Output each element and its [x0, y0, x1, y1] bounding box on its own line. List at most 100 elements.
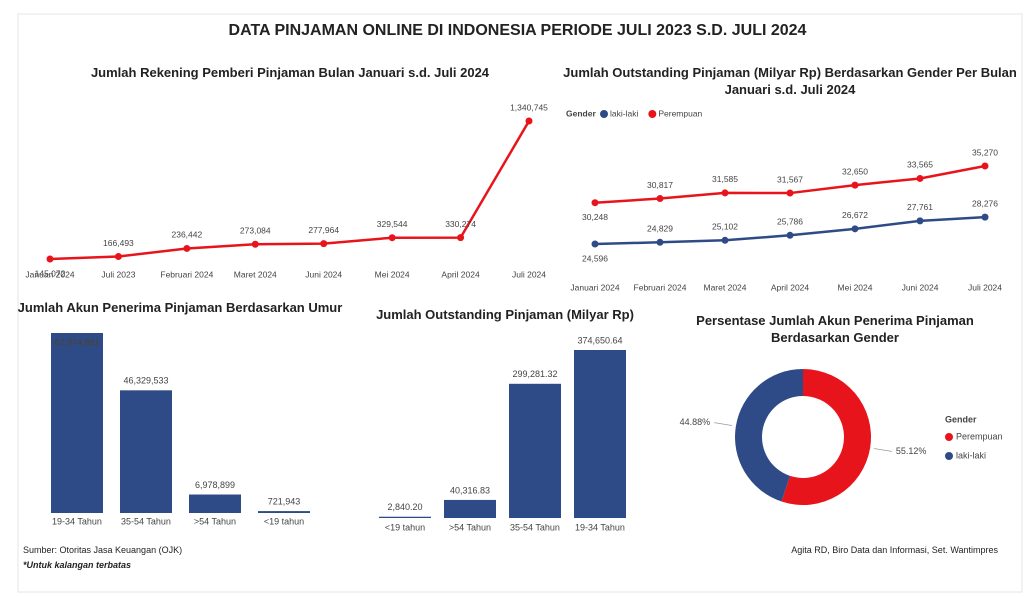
chart-title: Jumlah Outstanding Pinjaman (Milyar Rp) — [376, 307, 634, 322]
point — [251, 240, 259, 248]
value-label: 24,596 — [582, 253, 608, 263]
line — [49, 120, 531, 261]
bar — [189, 494, 241, 513]
value-label: 299,281.32 — [512, 369, 557, 379]
point — [851, 225, 859, 233]
value-label: 145,072 — [35, 268, 66, 278]
legend-marker — [945, 433, 953, 441]
x-tick-label: Juli 2024 — [968, 282, 1002, 292]
chart-title: Jumlah Akun Penerima Pinjaman Berdasarka… — [17, 300, 343, 315]
point — [916, 174, 924, 182]
value-label: 2,840.20 — [387, 502, 422, 512]
x-tick-label: >54 Tahun — [449, 522, 491, 532]
value-label: 31,585 — [712, 174, 738, 184]
point — [46, 255, 54, 263]
chart-title: Jumlah Outstanding Pinjaman (Milyar Rp) … — [563, 65, 1017, 97]
page-title: DATA PINJAMAN ONLINE DI INDONESIA PERIOD… — [228, 22, 807, 39]
point — [457, 234, 465, 242]
x-tick-label: April 2024 — [771, 282, 810, 292]
point — [786, 189, 794, 197]
x-tick-label: Januari 2024 — [570, 282, 619, 292]
value-label: 329,544 — [377, 219, 408, 229]
point — [114, 253, 122, 261]
legend-title: Gender — [945, 414, 977, 424]
donut-slice — [781, 369, 871, 505]
x-tick-label: Februari 2024 — [160, 269, 213, 279]
value-label: 27,761 — [907, 202, 933, 212]
bar — [379, 516, 431, 518]
donut-slice — [735, 369, 803, 502]
value-label: 1,340,745 — [510, 102, 548, 112]
bar — [258, 511, 310, 513]
x-tick-label: 19-34 Tahun — [575, 522, 625, 532]
x-tick-label: 35-54 Tahun — [121, 516, 171, 526]
value-label: 32,650 — [842, 166, 868, 176]
value-label: 55.12% — [896, 446, 927, 456]
frame — [17, 13, 1023, 593]
value-label: 25,786 — [777, 217, 803, 227]
bar — [444, 499, 496, 518]
chart-title: Jumlah Rekening Pemberi Pinjaman Bulan J… — [90, 65, 490, 80]
legend-label: Perempuan — [956, 431, 1003, 441]
x-tick-label: Maret 2024 — [234, 269, 277, 279]
value-label: 31,567 — [777, 174, 803, 184]
point — [525, 117, 533, 125]
value-label: 30,248 — [582, 212, 608, 222]
value-label: 33,565 — [907, 160, 933, 170]
legend-label: Perempuan — [658, 108, 702, 118]
value-label: 277,964 — [308, 225, 339, 235]
value-label: 273,084 — [240, 225, 271, 235]
point — [851, 181, 859, 189]
point — [721, 236, 729, 244]
value-label: 44.88% — [680, 417, 711, 427]
value-label: 30,817 — [647, 180, 673, 190]
point — [656, 238, 664, 246]
point — [981, 162, 989, 170]
x-tick-label: Juli 2024 — [512, 269, 546, 279]
x-tick-label: <19 tahun — [385, 522, 425, 532]
bar — [509, 383, 561, 518]
x-tick-label: Juli 2023 — [101, 269, 135, 279]
x-tick-label: Juni 2024 — [902, 282, 939, 292]
x-tick-label: 19-34 Tahun — [52, 516, 102, 526]
credit: Agita RD, Biro Data dan Informasi, Set. … — [791, 545, 998, 555]
point — [591, 199, 599, 207]
value-label: 374,650.64 — [577, 335, 622, 345]
value-label: 6,978,899 — [195, 480, 235, 490]
point — [916, 217, 924, 225]
value-label: 236,442 — [171, 230, 202, 240]
x-tick-label: Maret 2024 — [704, 282, 747, 292]
bar — [574, 350, 626, 518]
point — [388, 234, 396, 242]
value-label: 40,316.83 — [450, 485, 490, 495]
x-tick-label: Mei 2024 — [838, 282, 873, 292]
legend-marker — [648, 110, 657, 118]
x-tick-label: April 2024 — [441, 269, 480, 279]
legend-title: Gender — [566, 108, 596, 118]
point — [591, 240, 599, 248]
value-label: 330,274 — [445, 219, 476, 229]
x-tick-label: Januari 2024 — [25, 269, 74, 279]
x-tick-label: Februari 2024 — [634, 282, 687, 292]
x-tick-label: >54 Tahun — [194, 516, 236, 526]
value-label: 67,974,891 — [54, 337, 99, 347]
point — [981, 213, 989, 221]
legend-marker — [600, 110, 608, 118]
chart-title: Persentase Jumlah Akun Penerima Pinjaman… — [696, 313, 974, 345]
value-label: 24,829 — [647, 224, 673, 234]
leader-line — [714, 422, 732, 426]
point — [183, 244, 191, 252]
bar — [120, 390, 172, 513]
value-label: 26,672 — [842, 210, 868, 220]
bar — [51, 333, 103, 513]
legend-marker — [945, 452, 953, 460]
x-tick-label: Juni 2024 — [305, 269, 342, 279]
source: Sumber: Otoritas Jasa Keuangan (OJK) — [23, 545, 183, 555]
value-label: 46,329,533 — [123, 376, 168, 386]
legend-label: laki-laki — [956, 450, 986, 460]
point — [320, 240, 328, 248]
x-tick-label: <19 tahun — [264, 516, 304, 526]
value-label: 166,493 — [103, 238, 134, 248]
point — [656, 195, 664, 203]
